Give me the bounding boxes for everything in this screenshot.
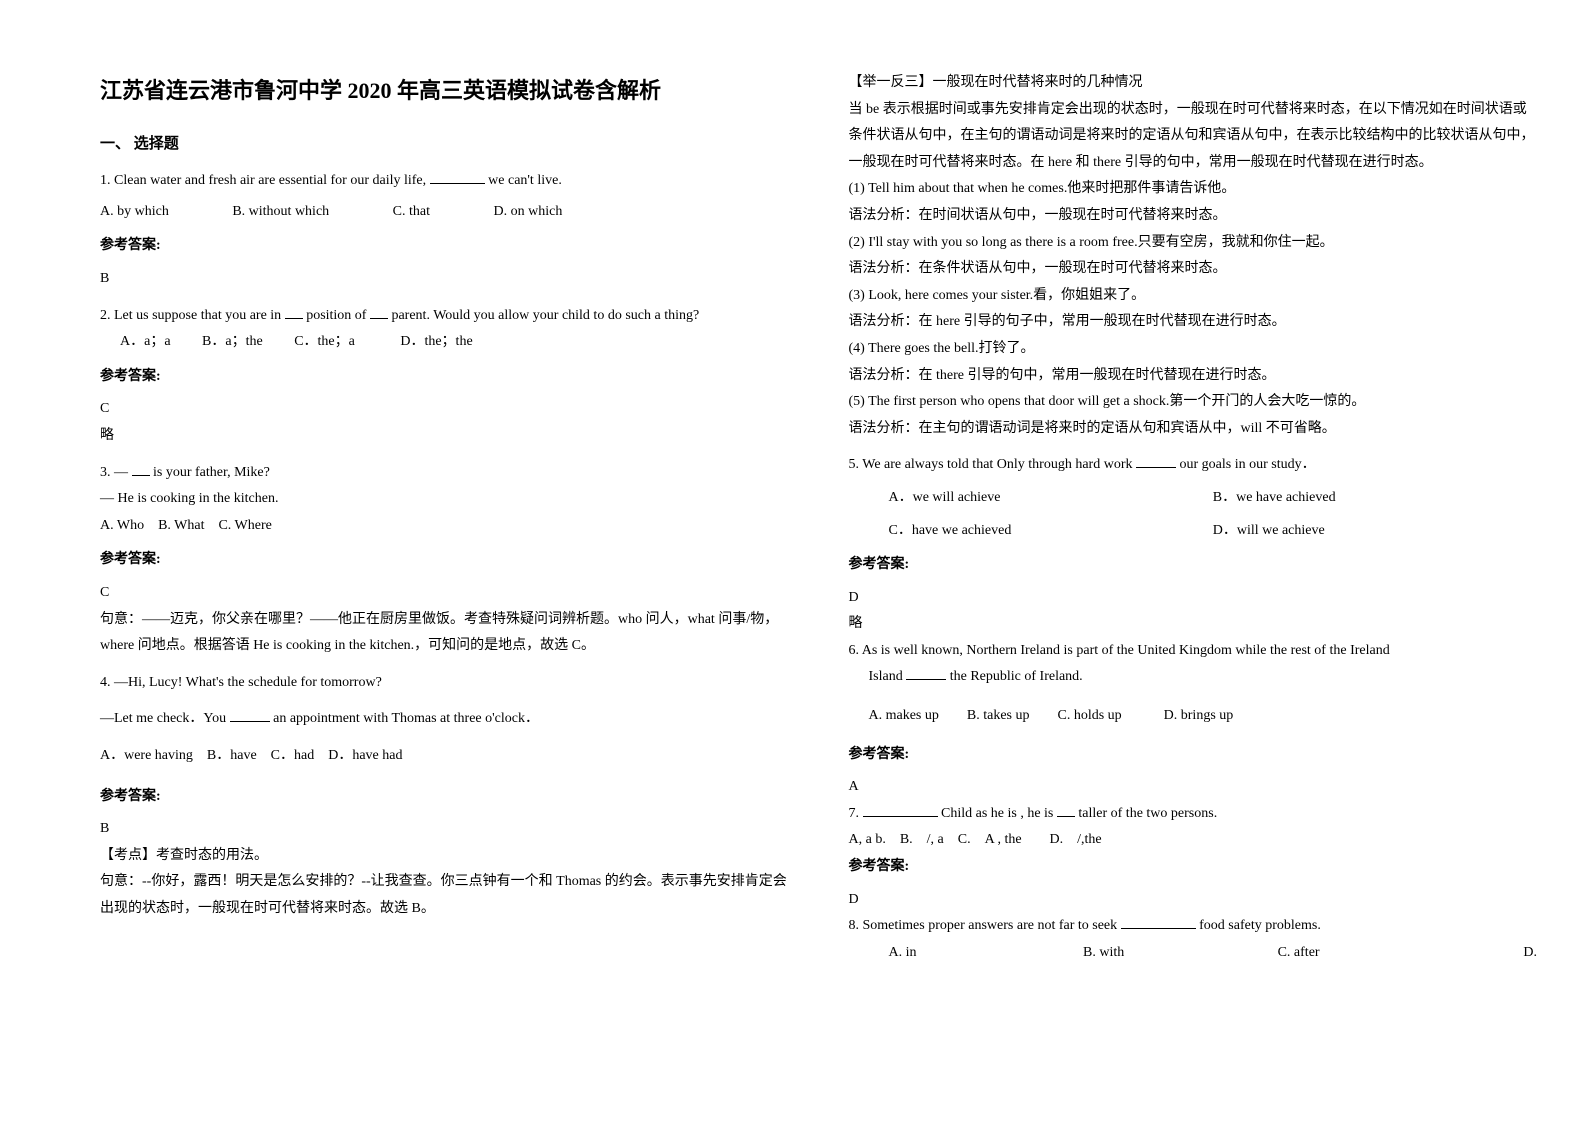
q2-note: 略 — [100, 423, 789, 450]
q5-stem-a: 5. We are always told that Only through … — [849, 457, 1137, 472]
example-2-analysis: 语法分析：在条件状语从句中，一般现在时可代替将来时态。 — [849, 256, 1538, 283]
q1-options: A. by which B. without which C. that D. … — [100, 199, 789, 226]
q1-answer: B — [100, 266, 789, 293]
q1-opt-c: C. that — [393, 199, 430, 226]
q3-answer: C — [100, 580, 789, 607]
q5-opt-c: C．have we achieved — [889, 518, 1213, 545]
q1-opt-b: B. without which — [232, 199, 329, 226]
q7-stem-c: taller of the two persons. — [1075, 806, 1217, 821]
q4-point: 【考点】考查时态的用法。 — [100, 843, 789, 870]
q5-answer: D — [849, 585, 1538, 612]
answer-label: 参考答案: — [849, 552, 1538, 579]
blank — [1057, 803, 1075, 817]
q8-opt-b: B. with — [1083, 940, 1278, 967]
q1-stem-a: 1. Clean water and fresh air are essenti… — [100, 173, 430, 188]
q1-opt-d: D. on which — [494, 199, 563, 226]
q1-opt-a: A. by which — [100, 199, 169, 226]
q3-stem-a: 3. — — [100, 465, 132, 480]
blank — [370, 305, 388, 319]
q3-line2: — He is cooking in the kitchen. — [100, 486, 789, 513]
doc-title: 江苏省连云港市鲁河中学 2020 年高三英语模拟试卷含解析 — [100, 70, 789, 112]
q7-answer: D — [849, 887, 1538, 914]
blank — [1136, 454, 1176, 468]
question-5: 5. We are always told that Only through … — [849, 452, 1538, 479]
blank — [230, 708, 270, 722]
q5-note: 略 — [849, 611, 1538, 638]
blank — [906, 666, 946, 680]
q5-options-row1: A．we will achieve B．we have achieved — [849, 485, 1538, 512]
example-1: (1) Tell him about that when he comes.他来… — [849, 176, 1538, 203]
q3-stem-b: is your father, Mike? — [150, 465, 270, 480]
q1-stem-b: we can't live. — [485, 173, 562, 188]
question-2: 2. Let us suppose that you are in positi… — [100, 303, 789, 330]
q8-stem-a: 8. Sometimes proper answers are not far … — [849, 918, 1121, 933]
blank — [132, 462, 150, 476]
example-5-analysis: 语法分析：在主句的谓语动词是将来时的定语从句和宾语从中，will 不可省略。 — [849, 416, 1538, 443]
blank — [430, 170, 485, 184]
blank — [1121, 915, 1196, 929]
q8-opt-a: A. in — [889, 940, 1084, 967]
q6-line2a: Island — [869, 669, 907, 684]
q4-options: A．were having B．have C．had D．have had — [100, 743, 789, 770]
q4-answer: B — [100, 816, 789, 843]
example-1-analysis: 语法分析：在时间状语从句中，一般现在时可代替将来时态。 — [849, 203, 1538, 230]
q8-opt-c: C. after — [1278, 940, 1505, 967]
example-4-analysis: 语法分析：在 there 引导的句中，常用一般现在时代替现在进行时态。 — [849, 363, 1538, 390]
q7-stem-b: Child as he is , he is — [938, 806, 1057, 821]
question-3: 3. — is your father, Mike? — [100, 460, 789, 487]
q5-stem-b: our goals in our study． — [1176, 457, 1316, 472]
q6-line2b: the Republic of Ireland. — [946, 669, 1082, 684]
example-5: (5) The first person who opens that door… — [849, 389, 1538, 416]
example-4: (4) There goes the bell.打铃了。 — [849, 336, 1538, 363]
extension-intro: 当 be 表示根据时间或事先安排肯定会出现的状态时，一般现在时可代替将来时态，在… — [849, 97, 1538, 177]
answer-label: 参考答案: — [849, 854, 1538, 881]
right-column: 【举一反三】一般现在时代替将来时的几种情况 当 be 表示根据时间或事先安排肯定… — [849, 70, 1538, 1092]
q4-line2a: —Let me check．You — [100, 711, 230, 726]
q3-options: A. Who B. What C. Where — [100, 513, 789, 540]
q6-answer: A — [849, 774, 1538, 801]
q4-explain: 句意：--你好，露西！明天是怎么安排的？--让我查查。你三点钟有一个和 Thom… — [100, 869, 789, 922]
q5-opt-b: B．we have achieved — [1213, 485, 1537, 512]
answer-label: 参考答案: — [100, 547, 789, 574]
q7-stem-a: 7. — [849, 806, 863, 821]
example-3: (3) Look, here comes your sister.看，你姐姐来了… — [849, 283, 1538, 310]
answer-label: 参考答案: — [100, 233, 789, 260]
q8-opt-d: D. — [1505, 940, 1537, 967]
q5-options-row2: C．have we achieved D．will we achieve — [849, 518, 1538, 545]
question-4: 4. —Hi, Lucy! What's the schedule for to… — [100, 670, 789, 697]
answer-label: 参考答案: — [100, 364, 789, 391]
q8-options: A. in B. with C. after D. — [849, 940, 1538, 967]
section-heading: 一、 选择题 — [100, 130, 789, 159]
blank — [285, 305, 303, 319]
left-column: 江苏省连云港市鲁河中学 2020 年高三英语模拟试卷含解析 一、 选择题 1. … — [100, 70, 789, 1092]
q4-line2b: an appointment with Thomas at three o'cl… — [270, 711, 539, 726]
q2-stem-b: position of — [303, 308, 370, 323]
extension-title: 【举一反三】一般现在时代替将来时的几种情况 — [849, 70, 1538, 97]
question-8: 8. Sometimes proper answers are not far … — [849, 913, 1538, 940]
q7-options: A, a b. B. /, a C. A , the D. /,the — [849, 827, 1538, 854]
answer-label: 参考答案: — [100, 784, 789, 811]
question-7: 7. Child as he is , he is taller of the … — [849, 801, 1538, 828]
blank — [863, 803, 938, 817]
q4-line2: —Let me check．You an appointment with Th… — [100, 706, 789, 733]
q6-line2: Island the Republic of Ireland. — [849, 664, 1538, 691]
q2-stem-a: 2. Let us suppose that you are in — [100, 308, 285, 323]
q5-opt-d: D．will we achieve — [1213, 518, 1537, 545]
question-1: 1. Clean water and fresh air are essenti… — [100, 168, 789, 195]
q2-answer: C — [100, 396, 789, 423]
q2-stem-c: parent. Would you allow your child to do… — [388, 308, 699, 323]
example-2: (2) I'll stay with you so long as there … — [849, 230, 1538, 257]
answer-label: 参考答案: — [849, 742, 1538, 769]
q6-options: A. makes up B. takes up C. holds up D. b… — [849, 703, 1538, 730]
example-3-analysis: 语法分析：在 here 引导的句子中，常用一般现在时代替现在进行时态。 — [849, 309, 1538, 336]
q2-options: A．a；a B．a；the C．the；a D．the；the — [100, 329, 789, 356]
q8-stem-b: food safety problems. — [1196, 918, 1321, 933]
question-6: 6. As is well known, Northern Ireland is… — [849, 638, 1538, 665]
q3-explain: 句意：——迈克，你父亲在哪里？——他正在厨房里做饭。考查特殊疑问词辨析题。who… — [100, 607, 789, 660]
q5-opt-a: A．we will achieve — [889, 485, 1213, 512]
